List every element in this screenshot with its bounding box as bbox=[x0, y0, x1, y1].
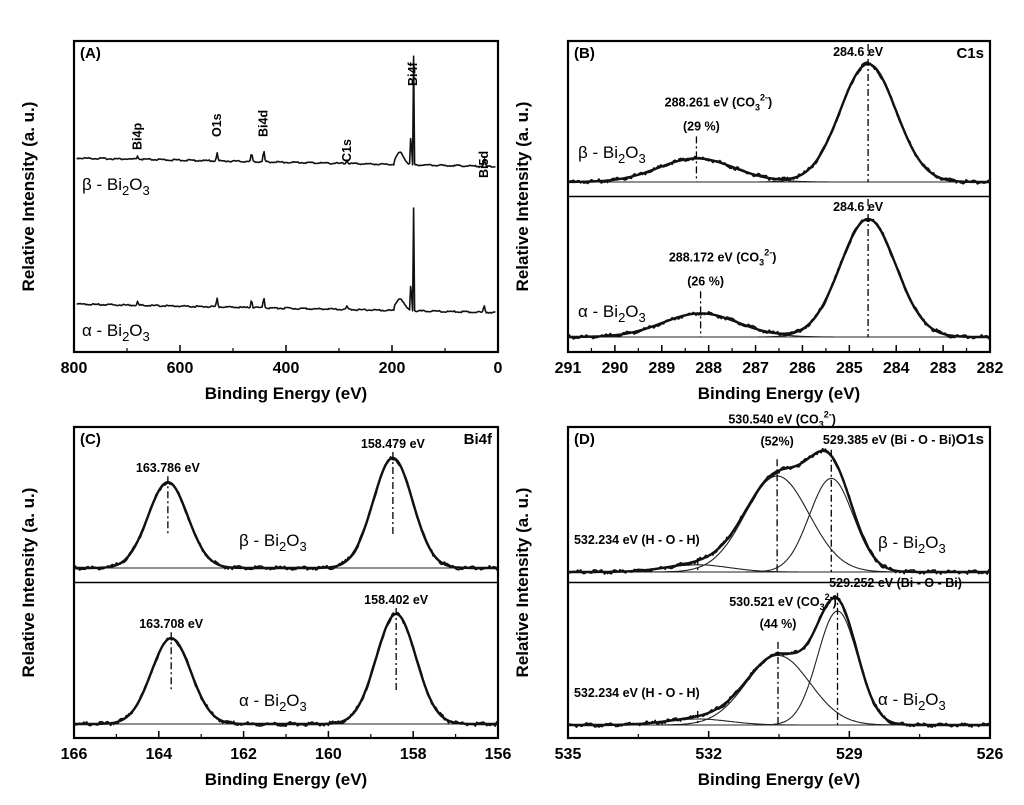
y-axis-label: Relative Intensity (a. u.) bbox=[513, 488, 532, 678]
peak-annotation: 530.540 eV (CO32-) bbox=[728, 409, 836, 429]
fit-envelope bbox=[568, 596, 990, 727]
fit-component bbox=[568, 477, 990, 573]
fit-envelope bbox=[74, 612, 498, 726]
peak-percent: (52%) bbox=[760, 434, 793, 448]
panel-1: (B) C1s 291 290 289 288 287 286 285 284 283 282 Bind… bbox=[513, 39, 1004, 403]
peak-annotation: 288.172 eV (CO32-) bbox=[669, 247, 777, 267]
sample-label: α - Bi2O3 bbox=[239, 691, 307, 714]
panel-label: (D) bbox=[574, 431, 595, 448]
x-tick-label: 291 bbox=[555, 360, 582, 377]
raw-data-trace bbox=[567, 447, 991, 575]
peak-label: Bi4p bbox=[131, 123, 145, 150]
sample-label: α - Bi2O3 bbox=[878, 690, 946, 713]
panel-0: (A) 800 600 400 200 0 Binding Energy (eV) Relat… bbox=[19, 39, 503, 403]
panel-label: (C) bbox=[80, 431, 101, 448]
fit-envelope bbox=[568, 62, 990, 184]
x-tick-label: 289 bbox=[648, 360, 675, 377]
element-label: Bi4f bbox=[464, 431, 493, 448]
peak-percent: (29 %) bbox=[683, 119, 720, 133]
panel-2: (C) Bi4f 166 164 162 160 158 156 Binding Energy … bbox=[19, 425, 512, 789]
sample-label: α - Bi2O3 bbox=[82, 321, 150, 344]
y-axis-label: Relative Intensity (a. u.) bbox=[19, 488, 38, 678]
fit-envelope bbox=[568, 217, 990, 339]
survey-trace bbox=[76, 207, 496, 314]
x-tick-label: 160 bbox=[315, 746, 342, 763]
x-axis-label: Binding Energy (eV) bbox=[698, 770, 860, 789]
sample-label: β - Bi2O3 bbox=[578, 143, 646, 166]
peak-annotation: 530.521 eV (CO32-) bbox=[729, 592, 837, 612]
x-tick-label: 284 bbox=[883, 360, 910, 377]
peak-label: Bi5d bbox=[477, 151, 491, 178]
x-tick-label: 286 bbox=[789, 360, 816, 377]
x-tick-label: 400 bbox=[273, 360, 300, 377]
x-tick-label: 600 bbox=[167, 360, 194, 377]
x-tick-label: 532 bbox=[695, 746, 722, 763]
sample-label: β - Bi2O3 bbox=[878, 533, 946, 556]
x-tick-label: 158 bbox=[400, 746, 427, 763]
x-tick-label: 164 bbox=[145, 746, 172, 763]
peak-annotation: 284.6 eV bbox=[833, 45, 884, 59]
x-tick-label: 800 bbox=[61, 360, 88, 377]
peak-annotation: 284.6 eV bbox=[833, 200, 884, 214]
x-tick-label: 288 bbox=[695, 360, 722, 377]
peak-percent: (26 %) bbox=[687, 274, 724, 288]
x-tick-label: 526 bbox=[977, 746, 1004, 763]
x-tick-label: 535 bbox=[555, 746, 582, 763]
survey-trace bbox=[76, 55, 496, 168]
x-tick-label: 282 bbox=[977, 360, 1004, 377]
fit-component bbox=[568, 63, 990, 183]
x-tick-label: 162 bbox=[230, 746, 257, 763]
y-axis-label: Relative Intensity (a. u.) bbox=[513, 102, 532, 292]
x-tick-label: 0 bbox=[494, 360, 503, 377]
peak-label: C1s bbox=[340, 139, 354, 162]
panel-label: (B) bbox=[574, 45, 595, 62]
element-label: C1s bbox=[956, 45, 984, 62]
x-tick-label: 529 bbox=[836, 746, 863, 763]
element-label: O1s bbox=[956, 431, 984, 448]
panel-label: (A) bbox=[80, 45, 101, 62]
peak-label: O1s bbox=[210, 113, 224, 137]
fit-envelope bbox=[74, 456, 498, 570]
fit-envelope bbox=[568, 449, 990, 574]
x-axis-label: Binding Energy (eV) bbox=[205, 770, 367, 789]
x-tick-label: 200 bbox=[379, 360, 406, 377]
peak-annotation: 158.479 eV bbox=[361, 437, 426, 451]
peak-label: Bi4d bbox=[257, 110, 271, 137]
x-tick-label: 283 bbox=[930, 360, 957, 377]
x-axis-label: Binding Energy (eV) bbox=[698, 384, 860, 403]
raw-data-trace bbox=[567, 61, 991, 185]
peak-annotation: 529.252 eV (Bi - O - Bi) bbox=[829, 576, 962, 590]
peak-annotation: 163.786 eV bbox=[136, 461, 201, 475]
x-tick-label: 285 bbox=[836, 360, 863, 377]
fit-component bbox=[568, 475, 990, 573]
peak-annotation: 529.385 eV (Bi - O - Bi) bbox=[823, 433, 956, 447]
x-tick-label: 287 bbox=[742, 360, 769, 377]
sample-label: β - Bi2O3 bbox=[239, 531, 307, 554]
plot-frame bbox=[72, 39, 500, 354]
sample-label: β - Bi2O3 bbox=[82, 175, 150, 198]
y-axis-label: Relative Intensity (a. u.) bbox=[19, 102, 38, 292]
peak-annotation: 532.234 eV (H - O - H) bbox=[574, 533, 700, 547]
sample-label: α - Bi2O3 bbox=[578, 302, 646, 325]
x-tick-label: 156 bbox=[485, 746, 512, 763]
peak-annotation: 163.708 eV bbox=[139, 617, 204, 631]
panel-3: (D) O1s 535 532 529 526 Binding Energy (eV) Rel… bbox=[513, 409, 1003, 789]
peak-annotation: 158.402 eV bbox=[364, 593, 429, 607]
x-tick-label: 166 bbox=[61, 746, 88, 763]
raw-data-trace bbox=[567, 218, 990, 340]
peak-percent: (44 %) bbox=[760, 617, 797, 631]
x-axis-label: Binding Energy (eV) bbox=[205, 384, 367, 403]
x-tick-label: 290 bbox=[602, 360, 629, 377]
peak-label: Bi4f bbox=[406, 62, 420, 86]
peak-annotation: 288.261 eV (CO32-) bbox=[665, 92, 773, 112]
peak-annotation: 532.234 eV (H - O - H) bbox=[574, 686, 700, 700]
